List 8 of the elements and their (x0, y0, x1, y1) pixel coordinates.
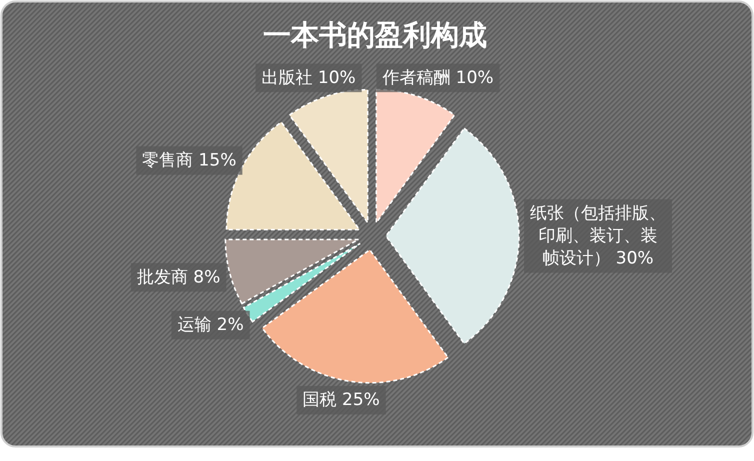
slice-label: 批发商 8% (136, 267, 220, 288)
slice-label: 出版社 10% (262, 68, 356, 88)
chart-title: 一本书的盈利构成 (263, 18, 487, 52)
slice-label: 运输 2% (177, 315, 244, 336)
slice-label: 国税 25% (302, 390, 380, 410)
slice-label: 作者稿酬 10% (381, 68, 494, 88)
slice-label: 纸张（包括排版、印刷、装订、装帧设计） 30% (530, 204, 666, 268)
slice-label: 零售商 15% (142, 150, 236, 171)
